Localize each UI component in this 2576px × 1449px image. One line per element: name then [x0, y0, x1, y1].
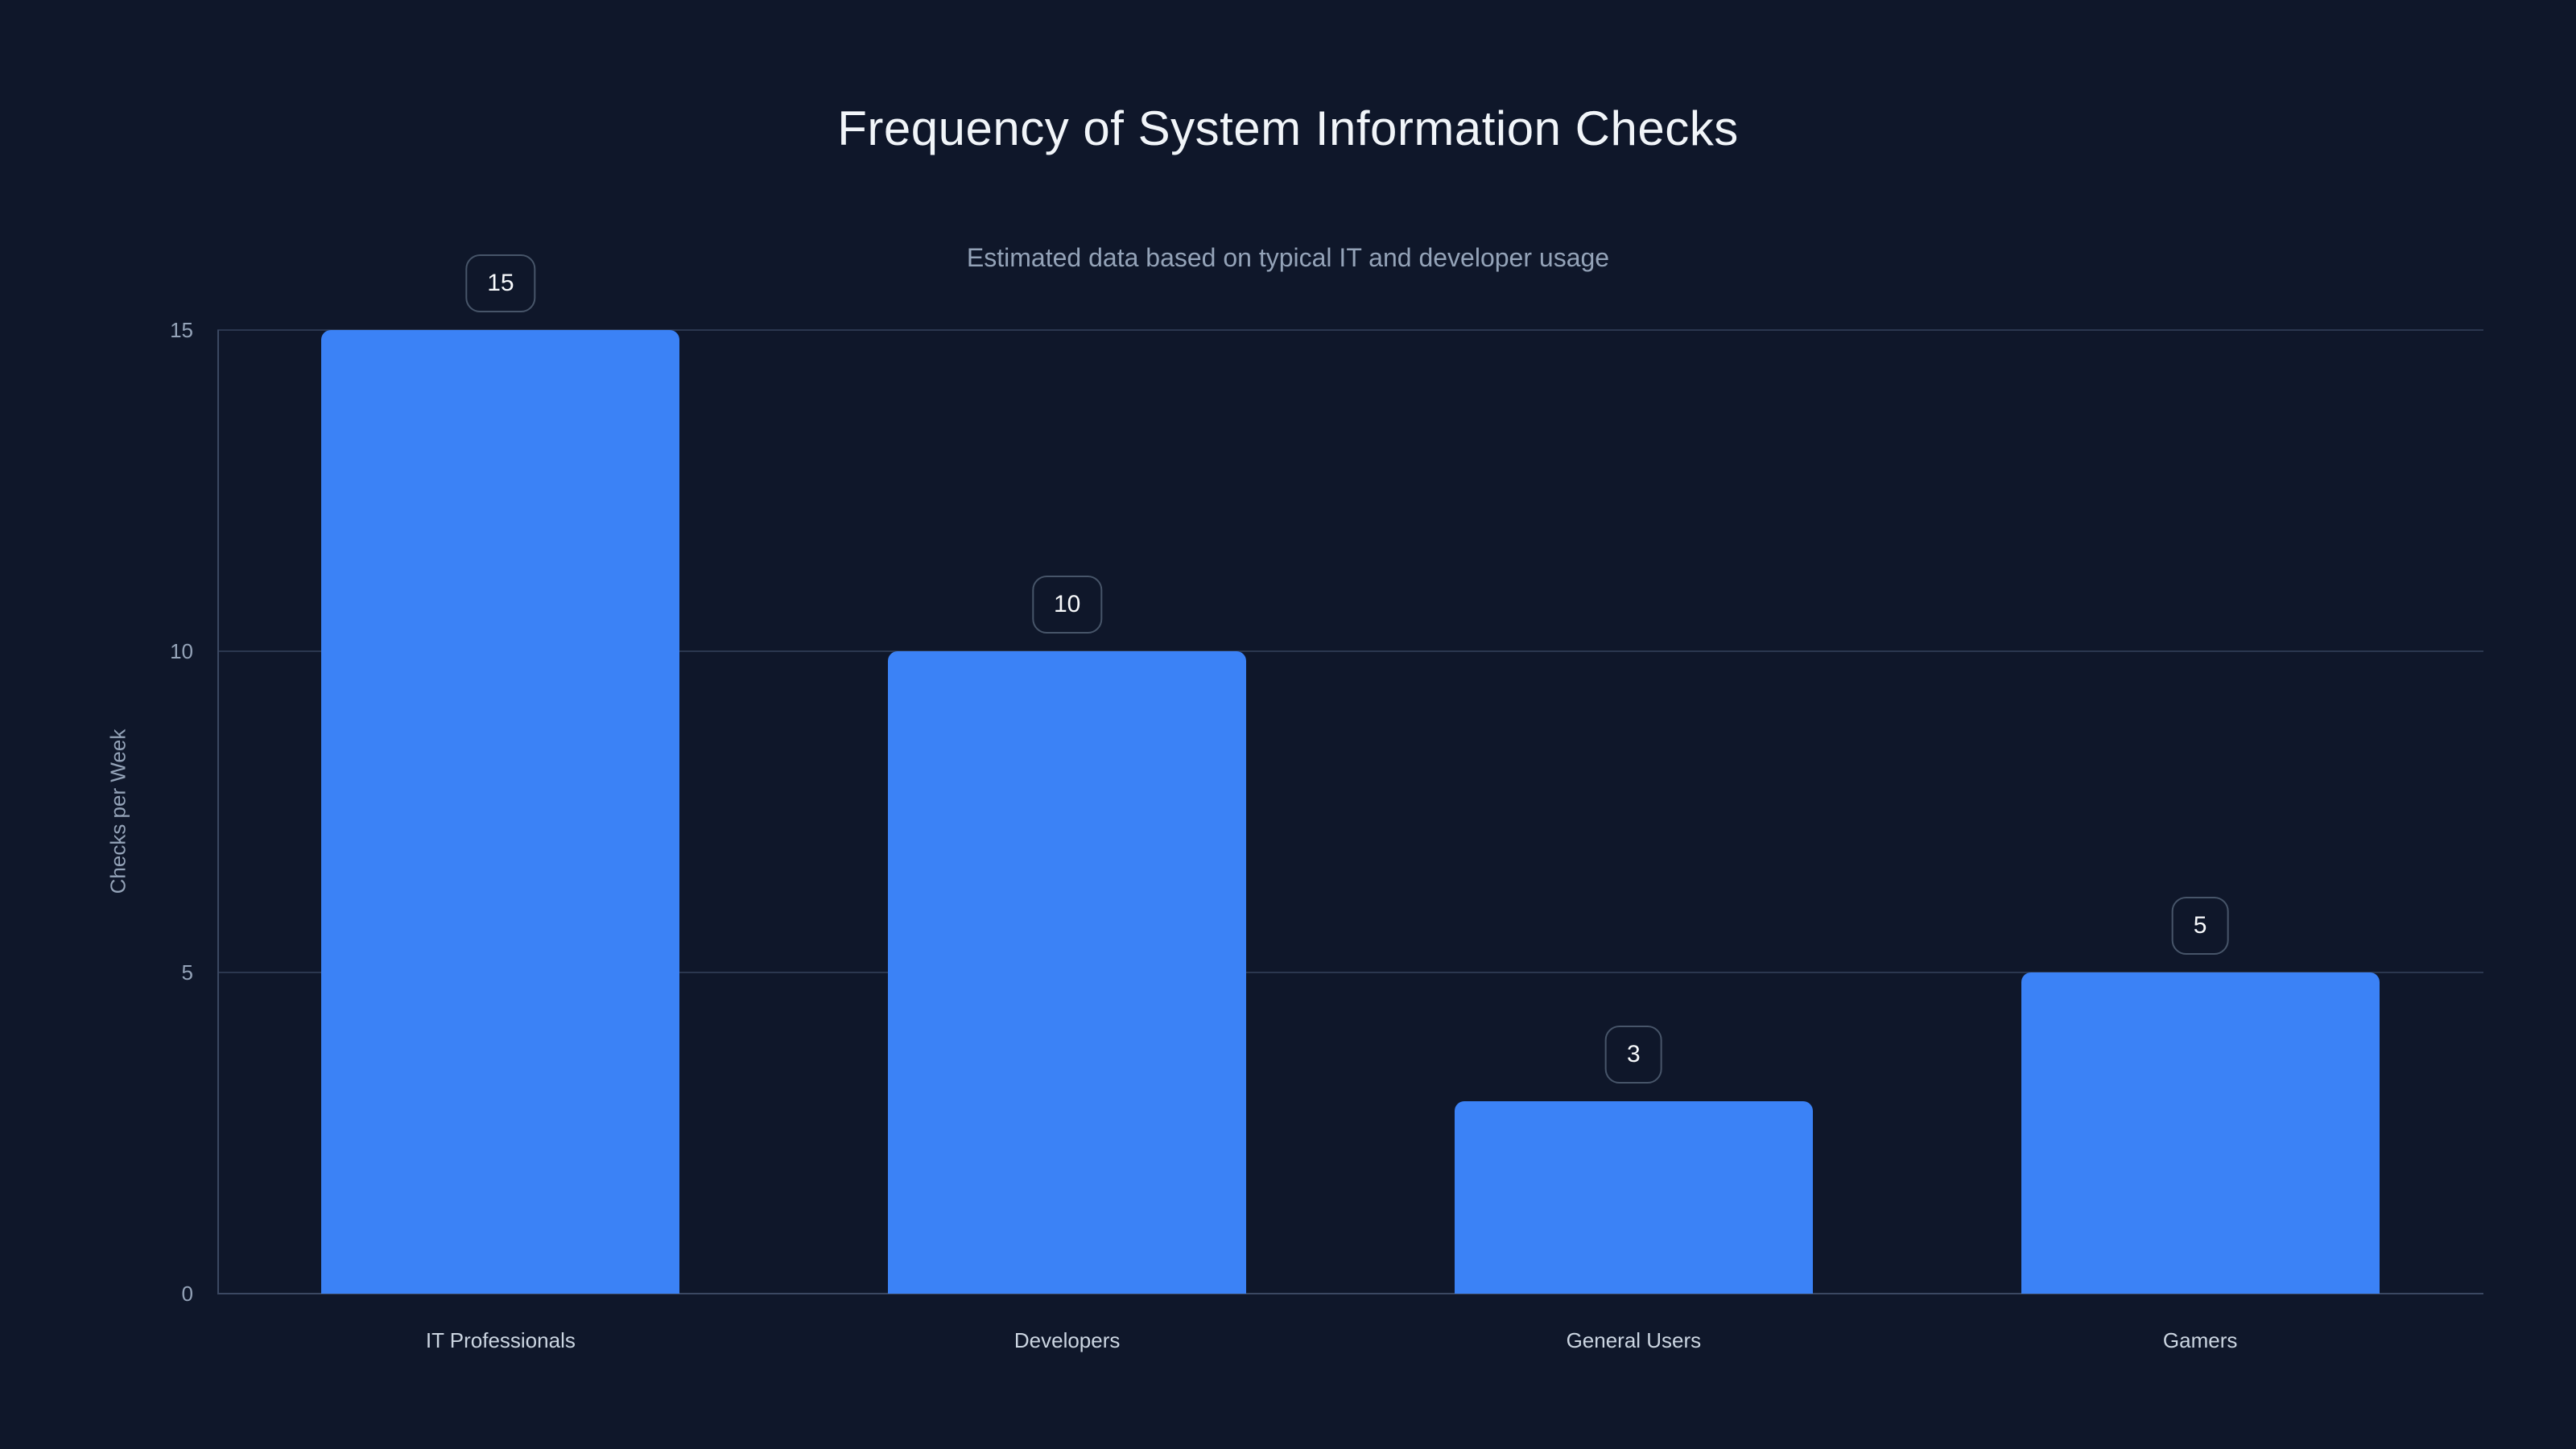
- bar-developers[interactable]: [888, 651, 1247, 1294]
- x-tick-label-gamers: Gamers: [2162, 1328, 2238, 1352]
- gridline-y-5: [217, 972, 2483, 973]
- x-axis-line: [217, 1293, 2483, 1294]
- x-tick-label-developers: Developers: [1013, 1328, 1121, 1352]
- bar-it-professionals[interactable]: [321, 330, 680, 1294]
- x-tick-label-it-professionals: IT Professionals: [425, 1328, 576, 1352]
- value-badge-general-users: 3: [1605, 1025, 1662, 1084]
- y-tick-label-0: 0: [181, 1282, 193, 1306]
- y-tick-label-10: 10: [170, 639, 193, 663]
- y-tick-label-5: 5: [181, 960, 193, 985]
- gridline-y-10: [217, 650, 2483, 652]
- value-badge-gamers: 5: [2171, 897, 2229, 955]
- bar-gamers[interactable]: [2021, 972, 2380, 1294]
- chart-subtitle: Estimated data based on typical IT and d…: [966, 243, 1610, 272]
- y-tick-label-15: 15: [170, 318, 193, 342]
- gridline-y-15: [217, 329, 2483, 331]
- chart-title: Frequency of System Information Checks: [837, 101, 1739, 155]
- value-badge-developers: 10: [1031, 576, 1103, 634]
- bar-general-users[interactable]: [1454, 1100, 1813, 1294]
- value-badge-it-professionals: 15: [465, 254, 536, 312]
- x-tick-label-general-users: General Users: [1566, 1328, 1702, 1352]
- y-axis-line: [217, 330, 219, 1294]
- y-axis-title: Checks per Week: [105, 729, 130, 894]
